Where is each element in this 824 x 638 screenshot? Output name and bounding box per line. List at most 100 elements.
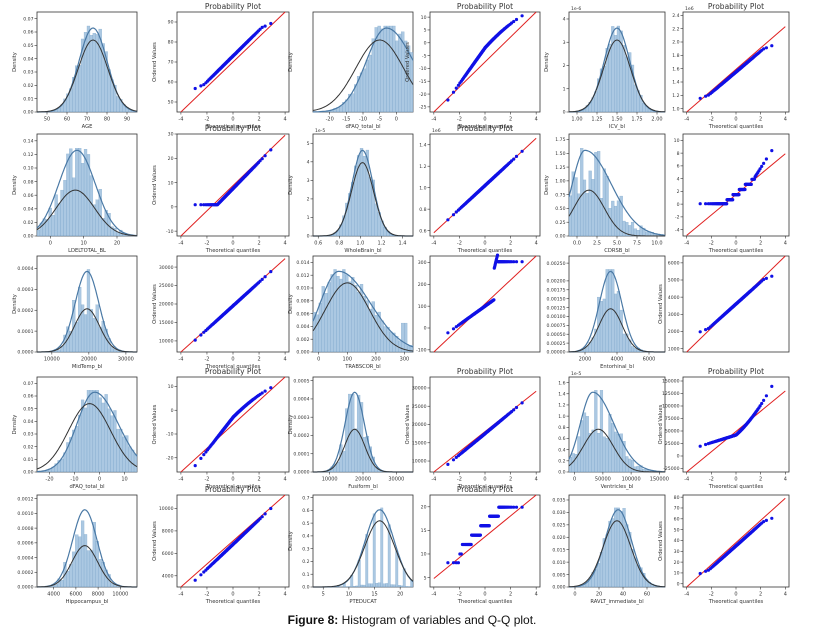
- qq-point: [193, 86, 197, 91]
- y-tick-label: -25: [419, 105, 427, 111]
- qq-point: [193, 338, 197, 342]
- histogram-bar: [594, 390, 598, 473]
- histogram-bar: [356, 292, 361, 353]
- histogram-bar: [602, 168, 606, 237]
- plot-frame: [682, 11, 790, 113]
- y-tick-label: 0.025: [552, 523, 565, 529]
- y-tick-label: 0.06: [23, 30, 33, 36]
- histogram-bar: [315, 314, 320, 353]
- y-tick-label: -5: [422, 53, 427, 59]
- qq-point: [269, 21, 273, 26]
- qq-title: Probability Plot: [205, 124, 261, 133]
- x-tick-label: 0: [231, 592, 234, 598]
- normal-fit-curve: [569, 520, 665, 588]
- qq-point: [469, 542, 473, 547]
- histogram-bar: [339, 278, 343, 353]
- y-tick-label: 0.008: [296, 299, 309, 305]
- y-tick-label: 300: [418, 260, 427, 266]
- qq-point: [260, 277, 264, 281]
- histogram-bar: [69, 564, 73, 588]
- qq-point: [698, 571, 702, 576]
- qq-point: [269, 506, 273, 511]
- x-tick-label: 0: [231, 117, 234, 123]
- y-tick-label: 20000: [159, 302, 174, 308]
- x-tick-label: 15: [371, 592, 377, 598]
- y-tick-label: 125000: [662, 391, 680, 397]
- x-tick-label: -2: [709, 592, 714, 598]
- x-tick-label: 0: [231, 477, 234, 483]
- y-tick-label: -10: [419, 66, 427, 72]
- x-tick-label: 0: [573, 477, 576, 483]
- x-tick-label: 10000: [322, 477, 338, 483]
- histogram-bar: [362, 296, 367, 353]
- x-tick-label: 30000: [118, 357, 134, 363]
- histogram-bar: [645, 231, 649, 237]
- y-axis-label: Ordered Values: [152, 165, 158, 205]
- qq-plot-12: -4 -2 0 2 4 -4 -2 0 2 4 6 8 10 Theoretical quantiles: [674, 133, 790, 254]
- qq-point: [731, 198, 735, 202]
- histogram-bar: [75, 322, 79, 353]
- y-tick-label: 0.03: [23, 70, 33, 76]
- y-tick-label: 1.2: [419, 164, 426, 170]
- y-tick-label: 0.00175: [547, 287, 566, 293]
- qq-point: [704, 94, 708, 98]
- histogram-bar: [78, 414, 82, 473]
- y-axis-label: Ordered Values: [152, 42, 158, 82]
- histogram-panel-29: 0 20 40 60 0.000 0.005 0.010 0.015 0.020 0.025 0.0…: [552, 494, 666, 605]
- histogram-bar: [395, 550, 399, 588]
- y-tick-label: 0.00000: [547, 350, 566, 356]
- histogram-bar: [602, 65, 606, 113]
- y-axis-label: Ordered Values: [658, 404, 664, 444]
- y-tick-label: 0.07: [23, 16, 33, 22]
- y-tick-label: -15: [419, 79, 427, 85]
- x-tick-label: 60: [64, 117, 70, 123]
- qq-point: [512, 157, 516, 161]
- x-tick-label: 1.50: [611, 117, 622, 123]
- qq-point: [762, 161, 766, 165]
- histogram-bar: [585, 193, 589, 237]
- y-tick-label: 4: [563, 17, 566, 23]
- qq-title: Probability Plot: [457, 367, 513, 376]
- y-tick-label: 0.00: [555, 234, 565, 240]
- histogram-panel-11: 0.0 2.5 5.0 7.5 10.0 0.00 0.25 0.50 0.75 1.00 1.25…: [544, 133, 666, 254]
- y-tick-label: 2.2: [672, 26, 679, 32]
- qq-plot-18: 1000 2000 3000 4000 5000 6000 Ordered Values: [658, 255, 790, 353]
- plot-frame: [682, 376, 790, 473]
- x-tick-label: 6000: [70, 592, 83, 598]
- y-tick-label: 0: [677, 581, 680, 587]
- y-tick-label: 1.00: [555, 179, 565, 185]
- y-tick-label: 70: [168, 60, 174, 66]
- qq-point: [495, 253, 500, 257]
- y-tick-label: 0.4: [558, 447, 565, 453]
- x-tick-label: 6000: [643, 357, 656, 363]
- histogram-bar: [89, 309, 94, 353]
- x-tick-label: -10: [359, 117, 367, 123]
- x-axis-label: PTEDUCAT: [349, 599, 377, 605]
- y-tick-label: 4000: [668, 295, 680, 301]
- histogram-bar: [342, 451, 346, 473]
- x-tick-label: 1.2: [377, 241, 385, 247]
- x-axis-label: Entorhinal_bl: [600, 364, 634, 370]
- histogram-bar: [348, 281, 352, 353]
- x-tick-label: -4: [684, 117, 689, 123]
- normal-fit-curve: [568, 428, 665, 473]
- y-tick-label: 90: [168, 20, 174, 26]
- qq-point: [520, 505, 524, 509]
- x-axis-label: Fusiform_bl: [348, 484, 378, 490]
- qq-point: [698, 330, 702, 334]
- x-axis-label: dFAQ_total_bl: [69, 484, 104, 490]
- y-tick-label: 0.00: [23, 110, 33, 116]
- histogram-bar: [608, 43, 612, 113]
- y-axis-label: Density: [288, 175, 294, 195]
- y-tick-label: 0.0003: [293, 415, 309, 421]
- histogram-bar: [98, 559, 102, 588]
- x-tick-label: -2: [204, 592, 209, 598]
- y-tick-label: 70: [674, 506, 680, 512]
- x-tick-label: 10: [346, 592, 352, 598]
- x-tick-label: 2: [759, 477, 762, 483]
- histogram-bar: [580, 148, 584, 237]
- qq-point: [743, 187, 747, 192]
- x-tick-label: -4: [431, 117, 436, 123]
- y-tick-label: 0.2: [302, 559, 309, 565]
- x-tick-label: 50: [44, 117, 50, 123]
